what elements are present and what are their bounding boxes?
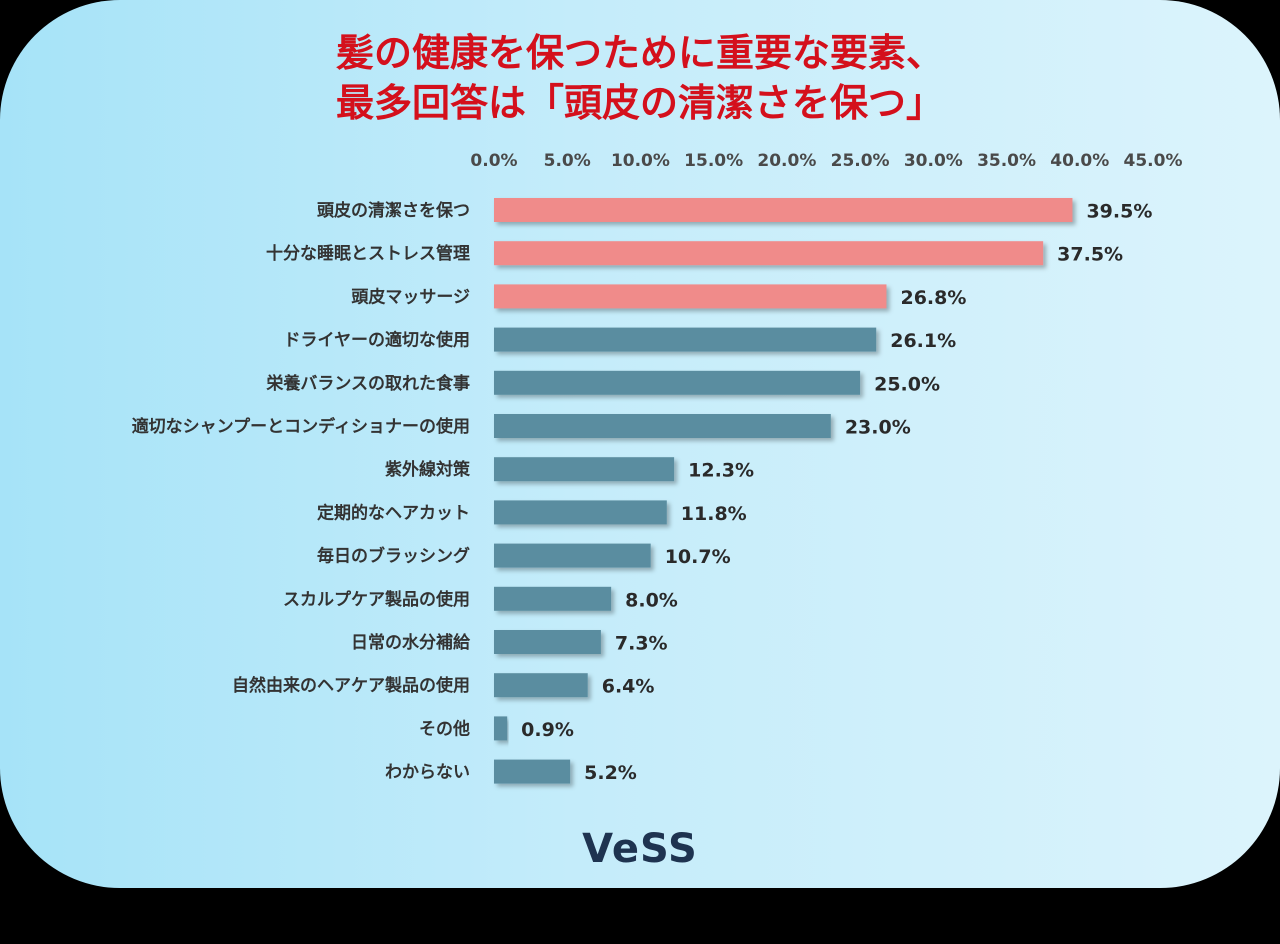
value-label: 39.5%: [1086, 201, 1152, 223]
category-label: 頭皮の清潔さを保つ: [317, 200, 470, 221]
bar: [494, 370, 861, 395]
x-tick-label: 25.0%: [831, 151, 890, 171]
category-label: わからない: [385, 763, 470, 783]
x-tick-label: 35.0%: [977, 151, 1036, 171]
category-label: 自然由来のヘアケア製品の使用: [232, 675, 470, 696]
bar: [494, 457, 675, 482]
x-tick-label: 5.0%: [544, 151, 591, 171]
category-label: 定期的なヘアカット: [317, 502, 470, 523]
bar: [494, 198, 1073, 222]
value-label: 26.8%: [900, 287, 966, 309]
chart-title-line2: 最多回答は「頭皮の清潔さを保つ」: [335, 81, 944, 125]
category-label: 頭皮マッサージ: [351, 286, 470, 307]
bar: [494, 586, 612, 611]
value-label: 5.2%: [584, 762, 637, 784]
value-label: 23.0%: [845, 417, 911, 439]
value-label: 6.4%: [602, 676, 655, 698]
value-label: 11.8%: [681, 503, 747, 525]
x-tick-label: 0.0%: [470, 151, 517, 171]
category-label: ドライヤーの適切な使用: [284, 330, 471, 351]
bar: [494, 759, 571, 784]
value-label: 25.0%: [874, 373, 940, 395]
bar: [494, 414, 831, 438]
category-label: 毎日のブラッシング: [317, 546, 470, 567]
x-tick-label: 30.0%: [904, 151, 963, 171]
vess-logo: VeSS: [582, 826, 698, 872]
bar: [494, 673, 588, 698]
x-tick-label: 15.0%: [684, 151, 743, 171]
category-label: その他: [419, 718, 470, 739]
category-label: 適切なシャンプーとコンディショナーの使用: [132, 416, 470, 437]
bars-group: 頭皮の清潔さを保つ 39.5% 十分な睡眠とストレス管理 37.5% 頭皮マッサージ 26…: [132, 198, 1152, 784]
value-label: 37.5%: [1057, 244, 1123, 266]
x-axis-ticks: 0.0% 5.0% 10.0% 15.0% 20.0% 25.0% 30.0% 35.0% 40…: [470, 151, 1182, 171]
category-label: 日常の水分補給: [351, 632, 471, 653]
category-label: 栄養バランスの取れた食事: [265, 373, 470, 394]
x-tick-label: 20.0%: [757, 151, 816, 171]
category-label: 紫外線対策: [385, 459, 471, 480]
x-tick-label: 45.0%: [1124, 151, 1183, 171]
x-tick-label: 10.0%: [611, 151, 670, 171]
category-label: 十分な睡眠とストレス管理: [266, 243, 470, 264]
bar: [494, 284, 887, 309]
value-label: 0.9%: [521, 719, 574, 741]
x-tick-label: 40.0%: [1050, 151, 1109, 171]
bar: [494, 630, 601, 654]
value-label: 26.1%: [890, 330, 956, 352]
value-label: 8.0%: [625, 589, 678, 611]
bar: [494, 327, 877, 352]
bar-chart: 0.0% 5.0% 10.0% 15.0% 20.0% 25.0% 30.0% 35.0% 40…: [132, 151, 1183, 784]
bar: [494, 241, 1044, 266]
category-label: スカルプケア製品の使用: [283, 589, 470, 610]
chart-card: 髪の健康を保つために重要な要素、 最多回答は「頭皮の清潔さを保つ」 0.0% 5.…: [0, 0, 1280, 888]
bar: [494, 716, 508, 741]
bar: [494, 500, 667, 525]
bar: [494, 543, 651, 568]
value-label: 10.7%: [665, 546, 731, 568]
value-label: 12.3%: [688, 460, 754, 482]
value-label: 7.3%: [615, 633, 668, 655]
chart-title-line1: 髪の健康を保つために重要な要素、: [335, 31, 944, 75]
